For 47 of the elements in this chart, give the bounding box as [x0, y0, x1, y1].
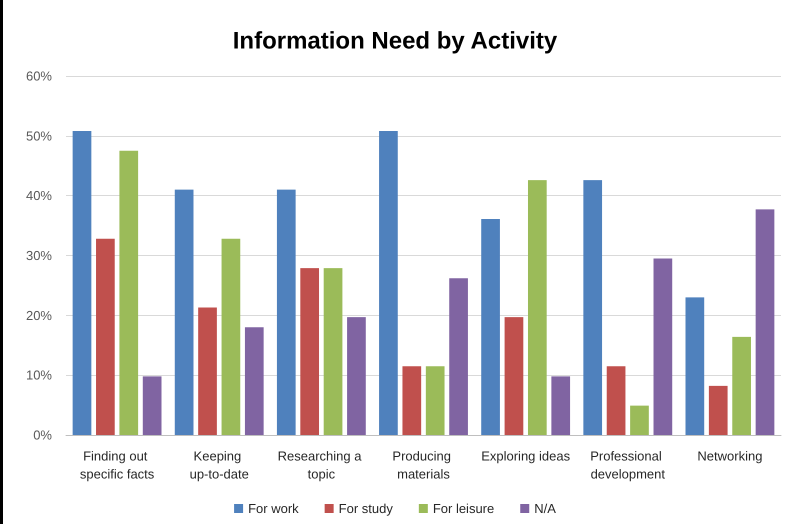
- legend-label: For work: [248, 501, 300, 516]
- bar: [732, 336, 751, 435]
- bar: [300, 268, 320, 435]
- bar: [654, 258, 672, 435]
- bar: [481, 219, 500, 435]
- legend-label: For study: [338, 501, 394, 516]
- legend-label: For leisure: [432, 501, 494, 516]
- bar: [685, 297, 704, 435]
- bar: [426, 366, 445, 435]
- y-tick-label: 50%: [26, 128, 52, 144]
- bar: [72, 131, 92, 435]
- bar: [528, 180, 547, 435]
- x-tick-label: Producing materials: [392, 448, 455, 482]
- bar: [504, 317, 524, 435]
- bar: [449, 278, 468, 435]
- x-tick-label: Exploring ideas: [481, 448, 571, 464]
- bar: [630, 406, 649, 435]
- y-tick-label: 40%: [26, 188, 52, 204]
- bar: [347, 317, 366, 435]
- x-tick-label: Keeping up-to-date: [190, 448, 249, 482]
- bar: [756, 209, 774, 435]
- y-tick-label: 0%: [33, 428, 52, 442]
- x-tick-label: Finding out specific facts: [80, 448, 155, 482]
- bar: [119, 150, 138, 435]
- bar: [379, 131, 398, 435]
- x-tick-label: Researching a topic: [278, 448, 366, 482]
- y-tick-label: 30%: [26, 248, 52, 263]
- y-tick-label: 20%: [26, 308, 52, 323]
- bar: [551, 376, 570, 435]
- y-tick-label: 10%: [26, 368, 52, 383]
- bar: [708, 386, 728, 435]
- chart-title: Information Need by Activity: [232, 28, 558, 54]
- bar: [606, 366, 626, 435]
- legend-label: N/A: [534, 501, 556, 516]
- bar: [96, 238, 115, 435]
- bar: [583, 180, 602, 435]
- bar: [402, 366, 422, 435]
- x-tick-label: Networking: [697, 448, 762, 464]
- bar: [174, 190, 194, 435]
- bar: [324, 268, 342, 435]
- x-tick-label: Professional development: [590, 448, 666, 482]
- bar: [198, 308, 217, 435]
- bar: [276, 190, 296, 435]
- y-tick-label: 60%: [26, 68, 52, 84]
- bar: [244, 327, 264, 435]
- bar: [222, 238, 240, 435]
- bar: [142, 376, 162, 435]
